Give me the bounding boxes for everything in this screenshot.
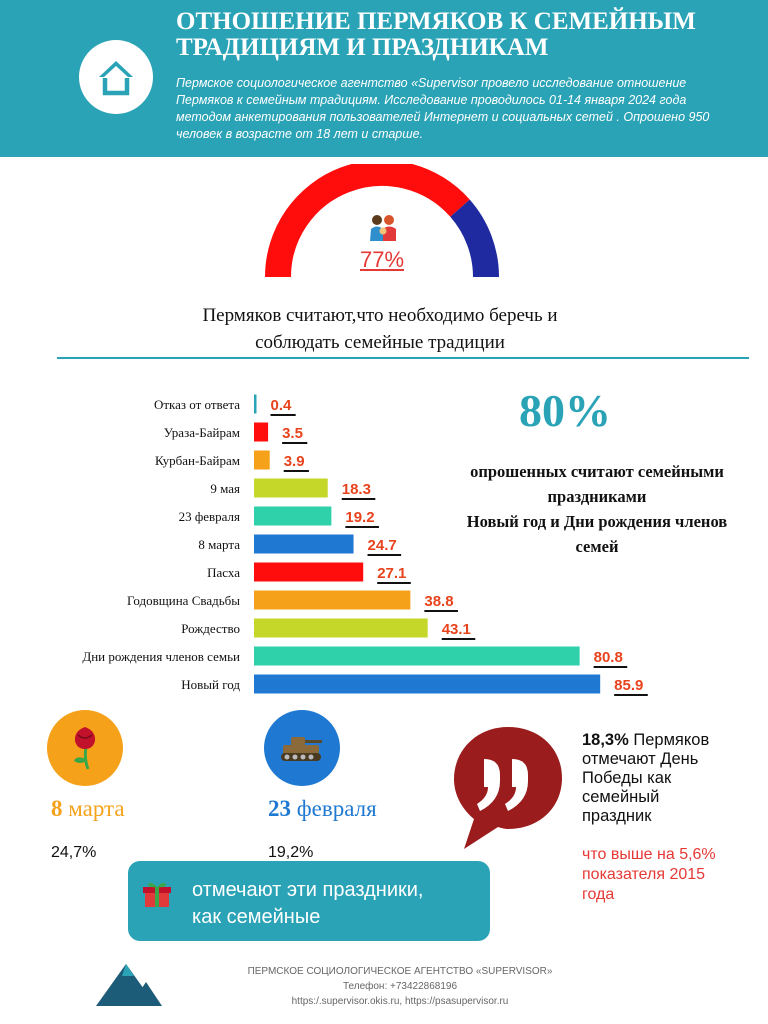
note2-line-2a: показателя	[582, 866, 670, 883]
footer: ПЕРМСКОЕ СОЦИОЛОГИЧЕСКОЕ АГЕНТСТВО «SUPE…	[200, 964, 600, 1009]
category-label: 9 мая	[210, 481, 240, 496]
gauge-rest-arc	[449, 199, 499, 278]
value-label: 19.2	[345, 509, 374, 526]
intro-line-2: Пермяков к семейным традициям. Исследова…	[176, 93, 687, 107]
home-icon	[99, 61, 133, 96]
march-8-word: марта	[68, 796, 125, 821]
caption-line-1: Пермяков считают,что необходимо беречь и	[202, 305, 558, 326]
footer-phone: Телефон: +73422868196	[342, 981, 458, 992]
side-stat-line-1: опрошенных считают семейными	[470, 462, 724, 481]
intro-line-4: человек в возрасте от 18 лет и старше.	[176, 127, 424, 141]
gauge-chart	[265, 164, 499, 278]
value-label: 3.5	[282, 425, 303, 442]
category-label: Годовщина Свадьбы	[127, 593, 240, 608]
home-badge	[79, 40, 153, 114]
bar	[254, 478, 328, 498]
feb-23-value: 19,2%	[268, 844, 314, 861]
bar	[254, 506, 332, 526]
value-label: 38.8	[424, 593, 453, 610]
bar	[254, 422, 269, 442]
bar	[254, 674, 601, 694]
bar	[254, 618, 428, 638]
category-label: Новый год	[181, 677, 240, 692]
victory-day-note: что выше на 5,6% показателя 2015 года	[582, 845, 762, 905]
category-label: Ураза-Байрам	[164, 425, 240, 440]
tank-icon	[281, 737, 322, 761]
quote-line-3: Победы как	[582, 769, 672, 787]
value-label: 24.7	[368, 537, 397, 554]
mountain-logo-icon	[96, 964, 162, 1006]
quote-line-1: 18,3% Пермяков	[582, 731, 762, 750]
bar	[254, 394, 257, 414]
side-stat-line-3: Новый год и Дни рождения членов	[466, 512, 728, 531]
quote-value: 18,3%	[582, 731, 629, 749]
value-label: 43.1	[442, 621, 471, 638]
category-label: Отказ от ответа	[154, 397, 240, 412]
value-label: 80.8	[594, 649, 623, 666]
note2-line-2: показателя 2015	[582, 865, 762, 885]
march-8-number: 8	[51, 796, 63, 821]
quote-line-5: праздник	[582, 807, 652, 825]
family-holidays-note: отмечают эти праздники, как семейные	[128, 861, 490, 941]
caption-line-2: соблюдать семейные традиции	[255, 332, 505, 353]
note2-line-1a: что выше на	[582, 846, 680, 863]
side-stat-line-4: семей	[575, 537, 619, 556]
survey-intro: Пермское социологическое агентство «Supe…	[176, 75, 746, 143]
page-title: ОТНОШЕНИЕ ПЕРМЯКОВ К СЕМЕЙНЫМ ТРАДИЦИЯМ …	[176, 9, 756, 61]
side-stat-value: 80%	[519, 385, 611, 436]
note-line-2: как семейные	[192, 906, 321, 928]
note2-line-2b: 2015	[669, 866, 706, 883]
title-line-1: ОТНОШЕНИЕ ПЕРМЯКОВ К СЕМЕЙНЫМ	[176, 8, 696, 35]
family-icon	[370, 215, 396, 241]
footer-agency: ПЕРМСКОЕ СОЦИОЛОГИЧЕСКОЕ АГЕНТСТВО «SUPE…	[247, 966, 553, 977]
category-label: Пасха	[207, 565, 240, 580]
feb-23-badge	[264, 710, 340, 786]
header-banner: ОТНОШЕНИЕ ПЕРМЯКОВ К СЕМЕЙНЫМ ТРАДИЦИЯМ …	[0, 0, 768, 157]
note-line-1: отмечают эти праздники,	[192, 879, 424, 901]
value-label: 18.3	[342, 481, 371, 498]
bar	[254, 562, 364, 582]
gauge-value: 77%	[359, 247, 405, 272]
side-stat-text: опрошенных считают семейными праздниками…	[442, 459, 752, 559]
gauge-caption: Пермяков считают,что необходимо беречь и…	[60, 302, 700, 356]
bar-chart: Отказ от ответа 0.4 Ураза-Байрам 3.5 Курбан-…	[82, 394, 648, 696]
value-label: 27.1	[377, 565, 406, 582]
intro-line-1: Пермское социологическое агентство «Supe…	[176, 76, 687, 90]
feb-23-label: 23 февраля	[268, 796, 377, 822]
note-text: отмечают эти праздники, как семейные	[192, 877, 423, 931]
quote-line-2: отмечают День	[582, 750, 699, 768]
quote-bubble-icon	[454, 727, 562, 849]
victory-day-quote: 18,3% Пермяков отмечают День Победы как …	[582, 731, 762, 826]
feb-23-number: 23	[268, 796, 291, 821]
bar	[254, 590, 411, 610]
category-label: Курбан-Байрам	[155, 453, 240, 468]
note2-line-3: года	[582, 886, 615, 903]
bar	[254, 534, 354, 554]
category-label: 8 марта	[198, 537, 240, 552]
note2-line-1b: 5,6%	[679, 846, 716, 863]
category-label: Дни рождения членов семьи	[82, 649, 240, 664]
title-line-2: ТРАДИЦИЯМ И ПРАЗДНИКАМ	[176, 34, 549, 61]
march-8-badge	[47, 710, 123, 786]
bar	[254, 450, 270, 470]
footer-links[interactable]: https:/.supervisor.okis.ru, https://psas…	[291, 996, 509, 1007]
value-label: 85.9	[614, 677, 643, 694]
march-8-value: 24,7%	[51, 844, 97, 861]
note2-line-1: что выше на 5,6%	[582, 845, 762, 865]
gauge-main-arc	[265, 164, 470, 278]
bar	[254, 646, 580, 666]
intro-line-3: методом анкетирования пользователей Инте…	[176, 110, 710, 124]
category-label: 23 февраля	[179, 509, 240, 524]
march-8-label: 8 марта	[51, 796, 125, 822]
quote-line-1-rest: Пермяков	[628, 731, 710, 749]
value-label: 0.4	[271, 397, 293, 414]
rose-icon	[74, 727, 96, 770]
gift-icon	[143, 882, 171, 907]
side-stat-line-2: праздниками	[547, 487, 647, 506]
category-label: Рождество	[181, 621, 240, 636]
value-label: 3.9	[284, 453, 305, 470]
feb-23-word: февраля	[296, 796, 377, 821]
quote-line-4: семейный	[582, 788, 660, 806]
section-divider	[57, 357, 749, 359]
